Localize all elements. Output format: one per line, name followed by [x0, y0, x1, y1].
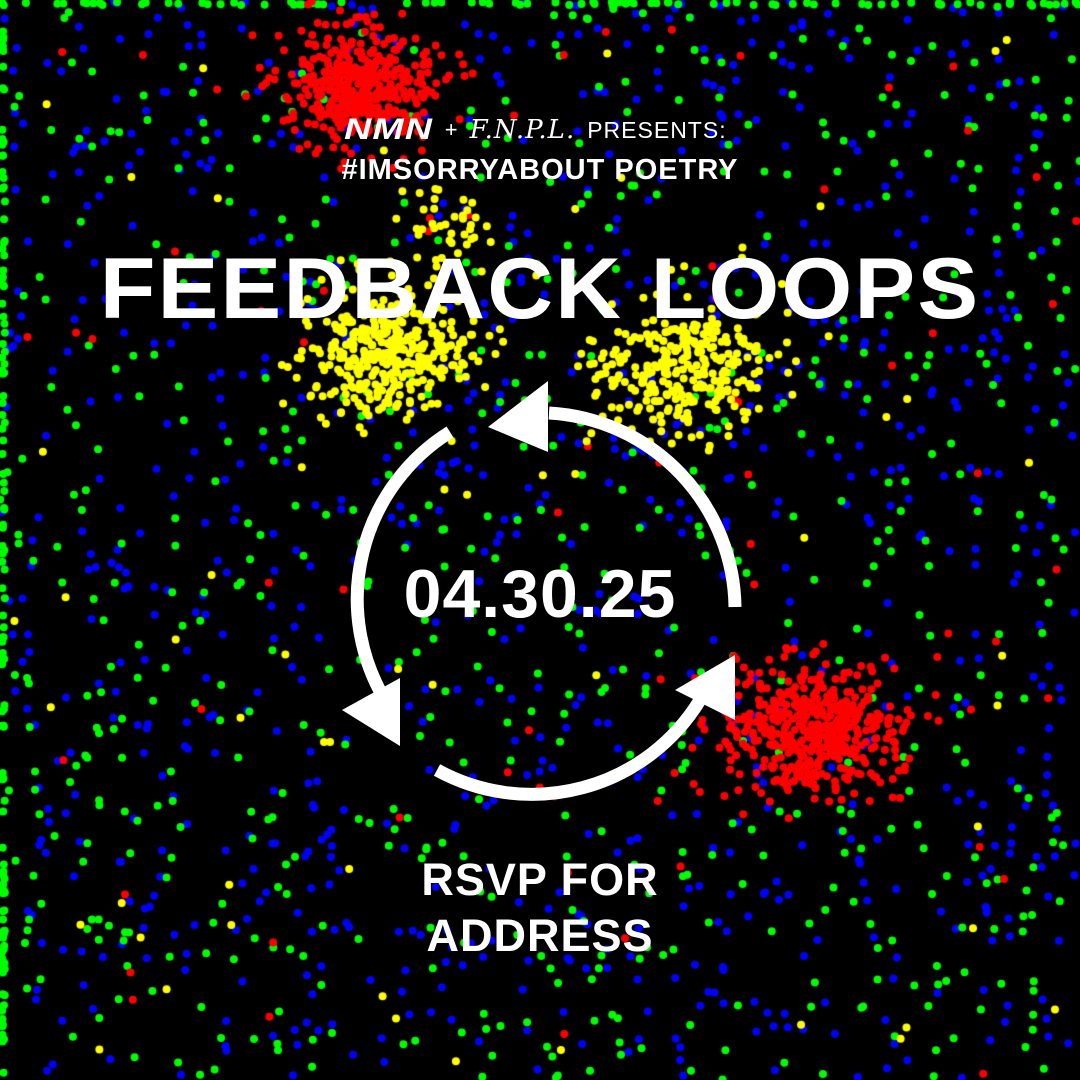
rsvp-line-2: ADDRESS — [426, 910, 654, 961]
cycle-arc-right — [548, 406, 742, 608]
cycle-arc-bottom — [433, 696, 706, 801]
rsvp-line-1: RSVP FOR — [421, 854, 659, 905]
presents-label: PRESENTS: — [587, 116, 727, 143]
cycle-arrowhead-left — [342, 678, 400, 746]
event-date: 04.30.25 — [403, 556, 677, 632]
cycle-arrowhead-top — [488, 381, 548, 452]
fnpl-logo: F.N.P.L. — [469, 115, 576, 145]
hashtag-subtitle: #IMSORRYABOUT POETRY — [341, 154, 739, 186]
event-title: FEEDBACK LOOPS — [99, 241, 981, 337]
presents-line: NMN + F.N.P.L. PRESENTS: — [0, 110, 1080, 150]
nmn-logo: NMN — [344, 113, 434, 146]
plus-sign: + — [444, 117, 458, 142]
cycle-arrowhead-right — [675, 655, 735, 720]
cycle-arc-left — [350, 426, 454, 704]
rsvp-note: RSVP FOR ADDRESS — [0, 852, 1080, 964]
